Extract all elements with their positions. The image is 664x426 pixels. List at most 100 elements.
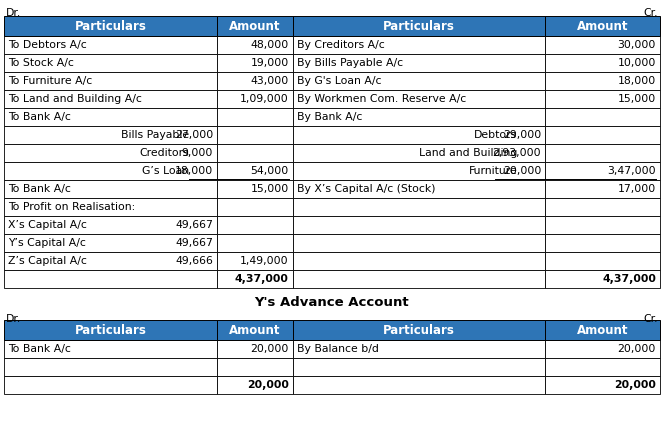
Bar xyxy=(4,72,217,90)
Text: By Bank A/c: By Bank A/c xyxy=(297,112,362,122)
Text: Y's Advance Account: Y's Advance Account xyxy=(255,296,409,308)
Bar xyxy=(217,252,293,270)
Bar xyxy=(545,252,660,270)
Bar xyxy=(217,144,293,162)
Text: Debtors: Debtors xyxy=(474,130,517,140)
Bar xyxy=(545,180,660,198)
Text: 48,000: 48,000 xyxy=(250,40,289,50)
Text: Amount: Amount xyxy=(229,20,281,32)
Text: Particulars: Particulars xyxy=(383,20,455,32)
Text: 1,49,000: 1,49,000 xyxy=(240,256,289,266)
Bar xyxy=(217,162,293,180)
Bar xyxy=(217,198,293,216)
Bar xyxy=(545,162,660,180)
Bar xyxy=(545,198,660,216)
Text: By X’s Capital A/c (Stock): By X’s Capital A/c (Stock) xyxy=(297,184,435,194)
Text: To Stock A/c: To Stock A/c xyxy=(8,58,74,68)
Text: Z’s Capital A/c: Z’s Capital A/c xyxy=(8,256,87,266)
Text: 18,000: 18,000 xyxy=(175,166,213,176)
Text: Amount: Amount xyxy=(229,323,281,337)
Bar xyxy=(545,234,660,252)
Bar xyxy=(293,108,545,126)
Bar xyxy=(293,252,545,270)
Bar xyxy=(293,54,545,72)
Text: 43,000: 43,000 xyxy=(250,76,289,86)
Bar xyxy=(4,252,217,270)
Text: To Bank A/c: To Bank A/c xyxy=(8,184,71,194)
Bar xyxy=(293,126,545,144)
Bar xyxy=(217,16,293,36)
Text: To Furniture A/c: To Furniture A/c xyxy=(8,76,92,86)
Bar xyxy=(293,180,545,198)
Bar xyxy=(545,36,660,54)
Bar xyxy=(4,216,217,234)
Bar xyxy=(545,270,660,288)
Text: To Debtors A/c: To Debtors A/c xyxy=(8,40,87,50)
Bar xyxy=(545,72,660,90)
Bar xyxy=(217,180,293,198)
Bar xyxy=(4,198,217,216)
Bar xyxy=(293,358,545,376)
Text: 9,000: 9,000 xyxy=(182,148,213,158)
Text: 4,37,000: 4,37,000 xyxy=(235,274,289,284)
Text: 3,47,000: 3,47,000 xyxy=(608,166,656,176)
Bar xyxy=(293,376,545,394)
Bar xyxy=(545,16,660,36)
Text: 19,000: 19,000 xyxy=(250,58,289,68)
Text: 49,667: 49,667 xyxy=(175,220,213,230)
Text: Amount: Amount xyxy=(577,323,628,337)
Bar xyxy=(293,234,545,252)
Text: 20,000: 20,000 xyxy=(503,166,541,176)
Bar xyxy=(545,376,660,394)
Text: Cr.: Cr. xyxy=(643,8,658,18)
Bar xyxy=(293,198,545,216)
Text: 2,93,000: 2,93,000 xyxy=(493,148,541,158)
Text: Particulars: Particulars xyxy=(383,323,455,337)
Text: 29,000: 29,000 xyxy=(503,130,541,140)
Bar xyxy=(545,90,660,108)
Text: 27,000: 27,000 xyxy=(175,130,213,140)
Bar xyxy=(293,90,545,108)
Text: By Bills Payable A/c: By Bills Payable A/c xyxy=(297,58,403,68)
Text: G’s Loan: G’s Loan xyxy=(142,166,189,176)
Bar xyxy=(217,320,293,340)
Text: 10,000: 10,000 xyxy=(618,58,656,68)
Text: 4,37,000: 4,37,000 xyxy=(602,274,656,284)
Text: 17,000: 17,000 xyxy=(618,184,656,194)
Text: Furniture: Furniture xyxy=(468,166,517,176)
Text: Amount: Amount xyxy=(577,20,628,32)
Bar xyxy=(293,162,545,180)
Bar xyxy=(217,72,293,90)
Text: To Land and Building A/c: To Land and Building A/c xyxy=(8,94,142,104)
Text: 20,000: 20,000 xyxy=(614,380,656,390)
Bar xyxy=(545,320,660,340)
Bar xyxy=(217,358,293,376)
Bar xyxy=(293,320,545,340)
Bar xyxy=(293,16,545,36)
Text: Dr.: Dr. xyxy=(6,314,21,324)
Bar xyxy=(4,54,217,72)
Bar xyxy=(4,270,217,288)
Text: 54,000: 54,000 xyxy=(250,166,289,176)
Bar xyxy=(293,216,545,234)
Text: 49,666: 49,666 xyxy=(175,256,213,266)
Bar xyxy=(293,144,545,162)
Text: By Balance b/d: By Balance b/d xyxy=(297,344,378,354)
Bar xyxy=(4,376,217,394)
Text: 20,000: 20,000 xyxy=(247,380,289,390)
Text: Bills Payable: Bills Payable xyxy=(121,130,189,140)
Text: 15,000: 15,000 xyxy=(250,184,289,194)
Bar xyxy=(4,162,217,180)
Bar xyxy=(4,320,217,340)
Bar xyxy=(545,108,660,126)
Text: To Bank A/c: To Bank A/c xyxy=(8,344,71,354)
Bar xyxy=(545,126,660,144)
Text: 20,000: 20,000 xyxy=(618,344,656,354)
Bar xyxy=(4,144,217,162)
Bar xyxy=(217,234,293,252)
Bar xyxy=(293,72,545,90)
Bar xyxy=(4,126,217,144)
Bar xyxy=(4,36,217,54)
Bar xyxy=(217,36,293,54)
Text: 49,667: 49,667 xyxy=(175,238,213,248)
